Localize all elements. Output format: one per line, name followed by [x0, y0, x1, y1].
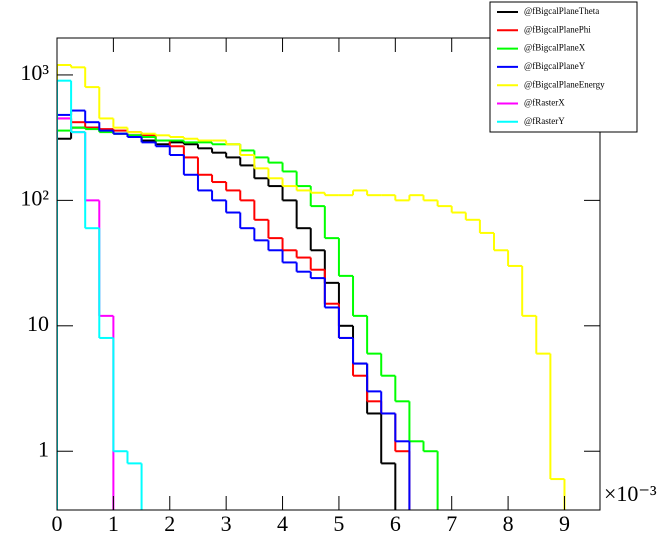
legend-label: @fRasterX	[524, 98, 565, 108]
x-tick-label: 5	[333, 511, 344, 536]
x-tick-label: 2	[164, 511, 175, 536]
x-tick-label: 8	[503, 511, 514, 536]
legend-label: @fBigcalPlanePhi	[524, 24, 591, 34]
y-tick-label: 10	[27, 311, 49, 336]
legend-label: @fBigcalPlaneX	[524, 43, 586, 53]
x-tick-label: 1	[108, 511, 119, 536]
x-tick-label: 9	[559, 511, 570, 536]
y-tick-label: 1	[38, 436, 49, 461]
x-tick-label: 0	[52, 511, 63, 536]
legend-label: @fRasterY	[524, 116, 565, 126]
legend-label: @fBigcalPlaneEnergy	[524, 79, 605, 89]
x-multiplier: ×10⁻³	[604, 481, 657, 506]
x-tick-label: 4	[277, 511, 288, 536]
x-tick-label: 6	[390, 511, 401, 536]
y-tick-label: 10³	[20, 60, 49, 85]
frame	[56, 37, 601, 511]
x-tick-label: 3	[221, 511, 232, 536]
legend-label: @fBigcalPlaneY	[524, 61, 586, 71]
legend-label: @fBigcalPlaneTheta	[524, 6, 599, 16]
plot-area	[57, 64, 566, 510]
y-tick-label: 10²	[20, 185, 49, 210]
x-tick-label: 7	[446, 511, 457, 536]
